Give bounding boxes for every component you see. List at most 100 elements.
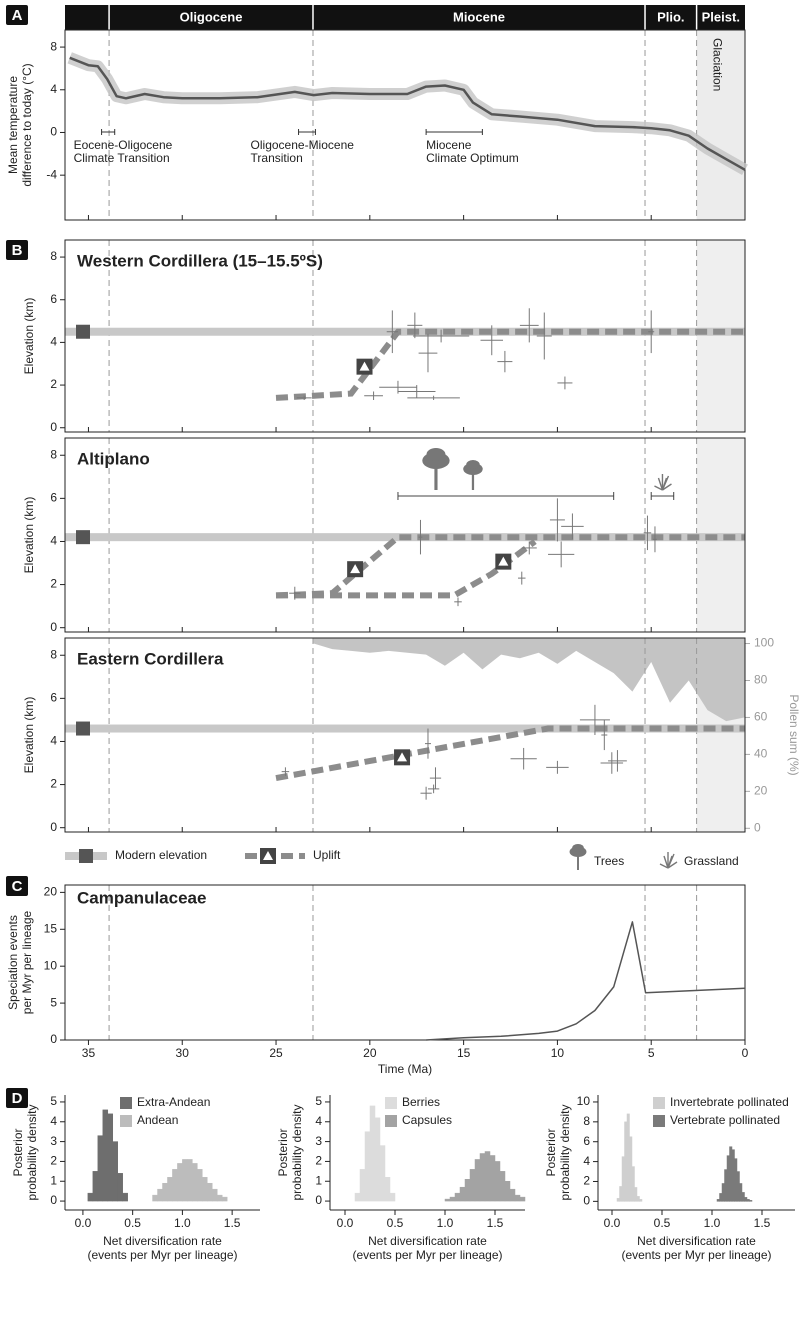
histogram-bar <box>359 1169 366 1202</box>
y-tick-label: 8 <box>50 447 57 461</box>
histogram-bar <box>389 1192 396 1202</box>
y-tick-label: 0 <box>315 1193 322 1207</box>
y-tick-label: 0 <box>50 125 57 139</box>
y-tick-label: 2 <box>583 1174 590 1188</box>
histogram-bar <box>112 1141 118 1202</box>
legend-swatch <box>653 1115 665 1127</box>
y-tick-label: 6 <box>50 491 57 505</box>
histogram-bar <box>734 1158 738 1202</box>
modern-elevation-marker <box>76 530 90 545</box>
x-tick-label: 0.0 <box>604 1216 621 1230</box>
y-axis-label: probability density <box>558 1104 572 1200</box>
panel-letter-box <box>6 5 28 25</box>
y-tick-label: 8 <box>50 249 57 263</box>
grass-icon <box>667 853 675 869</box>
plot-frame <box>64 637 746 833</box>
x-tick-label: 0 <box>742 1046 749 1060</box>
x-axis-label: (events per Myr per lineage) <box>87 1248 237 1262</box>
epoch-bar <box>65 5 745 30</box>
x-tick-label: 0.5 <box>387 1216 404 1230</box>
histogram-bar <box>92 1171 99 1202</box>
y-tick-label: 1 <box>50 1173 57 1187</box>
histogram-bar <box>122 1192 128 1202</box>
y-tick-label: 4 <box>50 335 57 349</box>
y-axis-label: Posterior <box>544 1128 558 1176</box>
y-axis-label: probability density <box>290 1104 304 1200</box>
x-axis-label: Net diversification rate <box>103 1234 222 1248</box>
modern-elevation-bar <box>65 327 745 336</box>
histogram-bar <box>739 1183 743 1202</box>
histogram-bar <box>626 1113 630 1202</box>
panel-letter-box <box>6 876 28 896</box>
histogram-bar <box>621 1156 625 1202</box>
y-tick-label: 2 <box>50 777 57 791</box>
tree-trunk <box>434 462 438 490</box>
histogram-bar <box>379 1145 386 1202</box>
x-tick-label: 0.5 <box>124 1216 141 1230</box>
y-axis-label: Elevation (km) <box>22 497 36 574</box>
tree-crown <box>572 844 584 852</box>
y-tick-label: 8 <box>583 1114 590 1128</box>
legend-swatch <box>120 1115 132 1127</box>
y-tick-label: 6 <box>50 292 57 306</box>
glaciation-label: Glaciation <box>710 38 724 91</box>
x-tick-label: 0.0 <box>75 1216 92 1230</box>
data-line <box>426 921 746 1041</box>
histogram-bar <box>494 1161 501 1202</box>
histogram-bar <box>749 1200 753 1202</box>
histogram-bar <box>746 1199 750 1202</box>
glaciation-shade <box>696 30 745 220</box>
y-axis-label: Posterior <box>276 1128 290 1176</box>
y2-tick-label: 40 <box>754 747 768 761</box>
histogram-bar <box>499 1171 506 1202</box>
histogram-bar <box>629 1136 633 1202</box>
epoch-label: Miocene <box>453 9 505 24</box>
panel-letter: A <box>12 7 23 24</box>
histogram-bar <box>616 1198 620 1202</box>
grass-icon <box>667 861 678 869</box>
y-tick-label: 6 <box>50 691 57 705</box>
x-axis-label: Time (Ma) <box>378 1062 432 1076</box>
x-axis-label: Net diversification rate <box>637 1234 756 1248</box>
y-tick-label: 2 <box>50 1154 57 1168</box>
histogram-bar <box>354 1192 361 1202</box>
x-axis-label: (events per Myr per lineage) <box>621 1248 771 1262</box>
y-axis-label: Speciation events <box>6 915 20 1010</box>
histogram-bar <box>97 1135 104 1202</box>
histogram-bar <box>719 1193 723 1202</box>
histogram-bar <box>216 1194 223 1202</box>
histogram-bar <box>639 1199 643 1202</box>
histogram-bar <box>519 1196 526 1202</box>
histogram-bar <box>619 1186 623 1202</box>
x-axis-label: Net diversification rate <box>368 1234 487 1248</box>
histogram-bar <box>364 1131 371 1202</box>
histogram-bar <box>369 1105 376 1202</box>
x-tick-label: 1.5 <box>224 1216 241 1230</box>
chart-title: Campanulaceae <box>77 888 206 907</box>
subplot-title: Altiplano <box>77 449 150 468</box>
panel-letter: B <box>12 242 23 259</box>
histogram-bar <box>117 1173 123 1202</box>
y2-axis-label: Pollen sum (%) <box>787 694 801 775</box>
modern-elevation-bar <box>65 724 745 733</box>
histogram-bar <box>207 1182 213 1202</box>
y-tick-label: 4 <box>50 1114 57 1128</box>
histogram-bar <box>107 1113 114 1202</box>
annotation-text: Transition <box>251 151 303 165</box>
legend-label: Capsules <box>402 1113 452 1127</box>
epoch-label: Plio. <box>657 9 684 24</box>
histogram-bar <box>172 1169 178 1202</box>
histogram-bar <box>636 1196 640 1202</box>
histogram-bar <box>211 1188 218 1202</box>
subplot-title: Western Cordillera (15–15.5ºS) <box>77 251 323 270</box>
x-tick-label: 1.0 <box>437 1216 454 1230</box>
y2-tick-label: 100 <box>754 636 774 650</box>
histogram-bar <box>514 1194 521 1202</box>
plot-frame <box>64 884 746 1041</box>
y2-tick-label: 20 <box>754 784 768 798</box>
histogram-bar <box>192 1163 198 1202</box>
y-tick-label: 4 <box>50 82 57 96</box>
histogram-bar <box>221 1196 228 1202</box>
